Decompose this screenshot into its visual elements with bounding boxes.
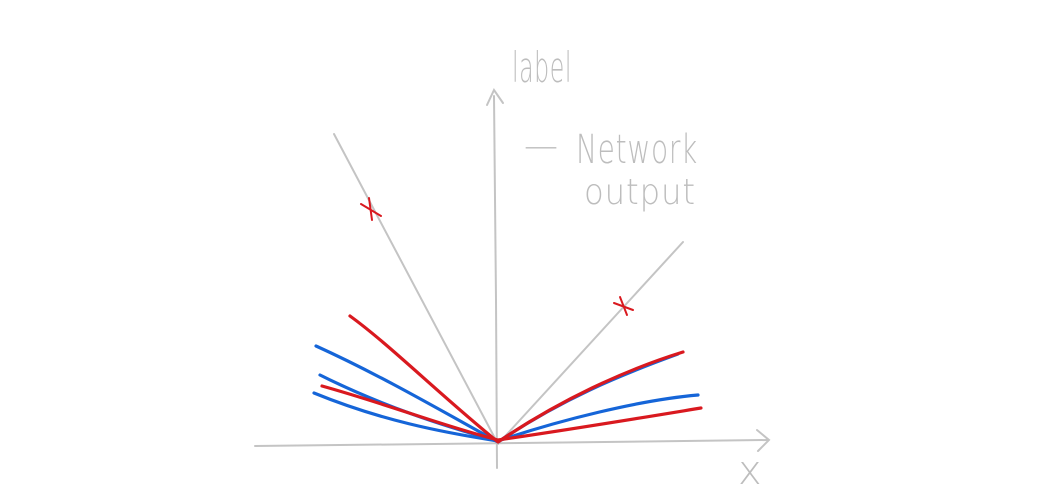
target-function	[333, 133, 684, 445]
legend-text-line1: Network	[576, 127, 698, 173]
y-axis-arrowhead	[486, 87, 504, 106]
y-axis-label: label	[512, 43, 572, 92]
target-line-left	[333, 133, 499, 445]
y-axis	[493, 95, 498, 469]
axes	[254, 87, 771, 469]
data-points	[360, 197, 634, 316]
target-line-right	[497, 241, 684, 445]
legend-text-line2: output	[584, 172, 696, 213]
network-outputs-blue	[312, 344, 700, 444]
red-output-2	[320, 384, 703, 442]
data-point-left	[360, 197, 382, 221]
red-output-1	[348, 314, 685, 444]
legend: — Network output	[524, 126, 698, 213]
x-axis	[254, 439, 769, 447]
data-point-right	[613, 296, 634, 316]
x-axis-arrowhead	[756, 429, 771, 452]
network-outputs-red	[320, 314, 703, 444]
x-axis-label: x	[738, 448, 763, 494]
blue-output-3	[312, 391, 500, 443]
legend-dash: —	[524, 126, 559, 166]
